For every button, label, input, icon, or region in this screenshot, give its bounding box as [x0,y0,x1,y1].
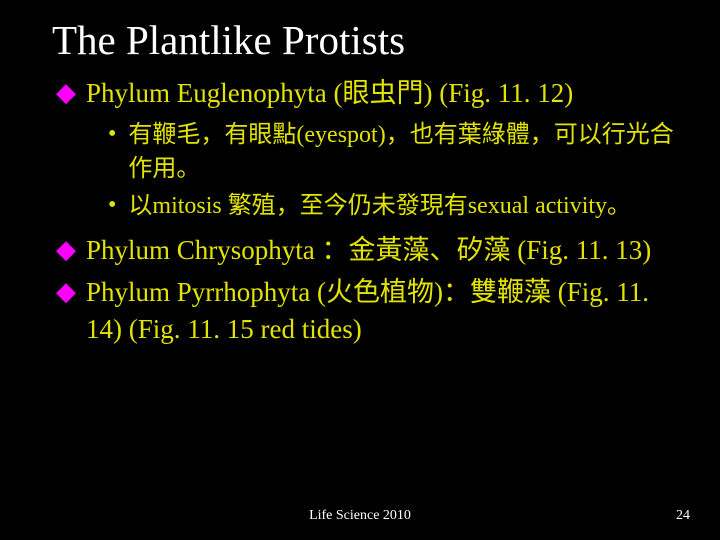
slide: The Plantlike Protists ◆ Phylum Euglenop… [0,0,720,540]
list-item-text: Phylum Pyrrhophyta (火色植物)：雙鞭藻 (Fig. 11. … [86,274,680,347]
page-number: 24 [676,508,690,524]
bullet-minor-icon: • [108,189,116,223]
sub-list: • 有鞭毛，有眼點(eyespot)，也有葉綠體，可以行光合作用。 • 以mit… [56,118,680,224]
bullet-major-icon: ◆ [56,75,76,110]
sub-item-text: 以mitosis 繁殖，至今仍未發現有sexual activity。 [128,189,631,224]
list-item-text: Phylum Euglenophyta (眼虫門) (Fig. 11. 12) [86,75,573,111]
content-area: ◆ Phylum Euglenophyta (眼虫門) (Fig. 11. 12… [52,75,680,347]
list-item: ◆ Phylum Chrysophyta ：金黃藻、矽藻 (Fig. 11. 1… [56,232,680,268]
list-item: ◆ Phylum Euglenophyta (眼虫門) (Fig. 11. 12… [56,75,680,111]
sub-list-item: • 以mitosis 繁殖，至今仍未發現有sexual activity。 [108,189,680,224]
footer-text: Life Science 2010 [0,508,720,524]
bullet-major-icon: ◆ [56,232,76,267]
sub-item-text: 有鞭毛，有眼點(eyespot)，也有葉綠體，可以行光合作用。 [128,118,680,188]
list-item-text: Phylum Chrysophyta ：金黃藻、矽藻 (Fig. 11. 13) [86,232,651,268]
sub-list-item: • 有鞭毛，有眼點(eyespot)，也有葉綠體，可以行光合作用。 [108,118,680,188]
slide-title: The Plantlike Protists [52,18,680,63]
bullet-minor-icon: • [108,118,116,152]
list-item: ◆ Phylum Pyrrhophyta (火色植物)：雙鞭藻 (Fig. 11… [56,274,680,347]
bullet-major-icon: ◆ [56,274,76,309]
